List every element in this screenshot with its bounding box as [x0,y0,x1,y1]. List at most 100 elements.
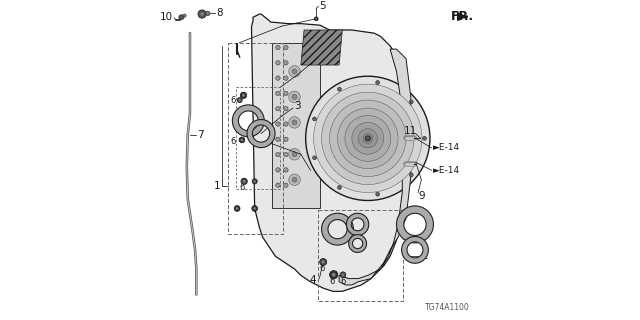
Circle shape [252,179,257,184]
Circle shape [306,76,430,201]
Circle shape [239,99,241,101]
Text: 6: 6 [230,137,236,146]
Polygon shape [252,14,403,291]
Circle shape [337,108,398,169]
Text: ►E-14: ►E-14 [433,143,460,152]
Circle shape [183,14,186,17]
Circle shape [292,177,297,182]
Wedge shape [349,235,367,252]
Circle shape [314,84,422,193]
Circle shape [284,183,288,188]
Circle shape [284,91,288,96]
Circle shape [337,87,341,91]
Circle shape [340,272,346,278]
Bar [319,210,403,301]
Circle shape [352,123,384,154]
Circle shape [243,180,246,183]
Circle shape [284,168,288,172]
Circle shape [410,173,413,177]
Circle shape [314,17,318,21]
Polygon shape [301,30,342,65]
Text: 9: 9 [419,191,426,201]
Circle shape [276,152,280,157]
Text: 7: 7 [197,130,204,140]
Circle shape [330,100,406,177]
Circle shape [363,133,372,143]
Wedge shape [401,236,428,263]
Text: 6: 6 [230,96,236,105]
Circle shape [289,91,300,103]
Circle shape [234,205,240,211]
Text: 6: 6 [319,264,324,273]
Polygon shape [339,49,411,285]
Circle shape [241,139,243,141]
Text: 3: 3 [294,101,301,111]
Circle shape [276,168,280,172]
Text: 6: 6 [329,277,335,286]
Circle shape [237,98,242,103]
Circle shape [284,60,288,65]
Circle shape [205,11,210,16]
Circle shape [289,174,300,186]
Wedge shape [397,206,433,243]
Circle shape [289,117,300,128]
Circle shape [292,94,297,100]
Circle shape [289,66,300,77]
Wedge shape [232,105,264,137]
Circle shape [422,136,426,140]
Circle shape [284,76,288,80]
Text: FR.: FR. [451,10,474,23]
Circle shape [241,178,247,185]
Circle shape [276,60,280,65]
Circle shape [292,152,297,157]
Circle shape [276,137,280,141]
Circle shape [284,107,288,111]
Circle shape [241,92,246,99]
Bar [228,43,284,234]
Circle shape [316,18,317,20]
Text: 1: 1 [214,181,221,191]
Circle shape [292,69,297,74]
Circle shape [358,129,378,148]
Circle shape [200,12,204,16]
Circle shape [410,100,413,104]
Circle shape [322,260,324,264]
Circle shape [276,91,280,96]
Circle shape [292,120,297,125]
Circle shape [179,15,184,20]
Circle shape [276,76,280,80]
Text: 6: 6 [239,183,245,192]
Circle shape [276,183,280,188]
Circle shape [276,107,280,111]
Circle shape [376,81,380,84]
Text: 2: 2 [421,251,428,261]
Text: 11: 11 [403,126,417,136]
Circle shape [289,148,300,160]
Circle shape [236,207,239,210]
Circle shape [330,271,338,279]
Circle shape [253,207,256,210]
Text: ►E-14: ►E-14 [433,166,460,175]
Text: 10: 10 [160,12,173,22]
Circle shape [276,122,280,126]
Circle shape [284,45,288,50]
Circle shape [284,137,288,141]
Circle shape [312,156,316,160]
Circle shape [321,92,414,185]
Text: TG74A1100: TG74A1100 [425,303,470,312]
Text: 4: 4 [310,275,316,285]
Circle shape [312,117,316,121]
Circle shape [276,45,280,50]
Bar [236,87,280,189]
Circle shape [242,94,245,97]
Circle shape [239,137,244,143]
Wedge shape [346,213,369,236]
Circle shape [253,180,256,182]
Text: 6: 6 [340,276,346,286]
Wedge shape [321,213,353,245]
Circle shape [332,273,335,276]
Circle shape [345,116,391,161]
Circle shape [376,192,380,196]
Circle shape [198,10,206,18]
Circle shape [252,205,257,211]
